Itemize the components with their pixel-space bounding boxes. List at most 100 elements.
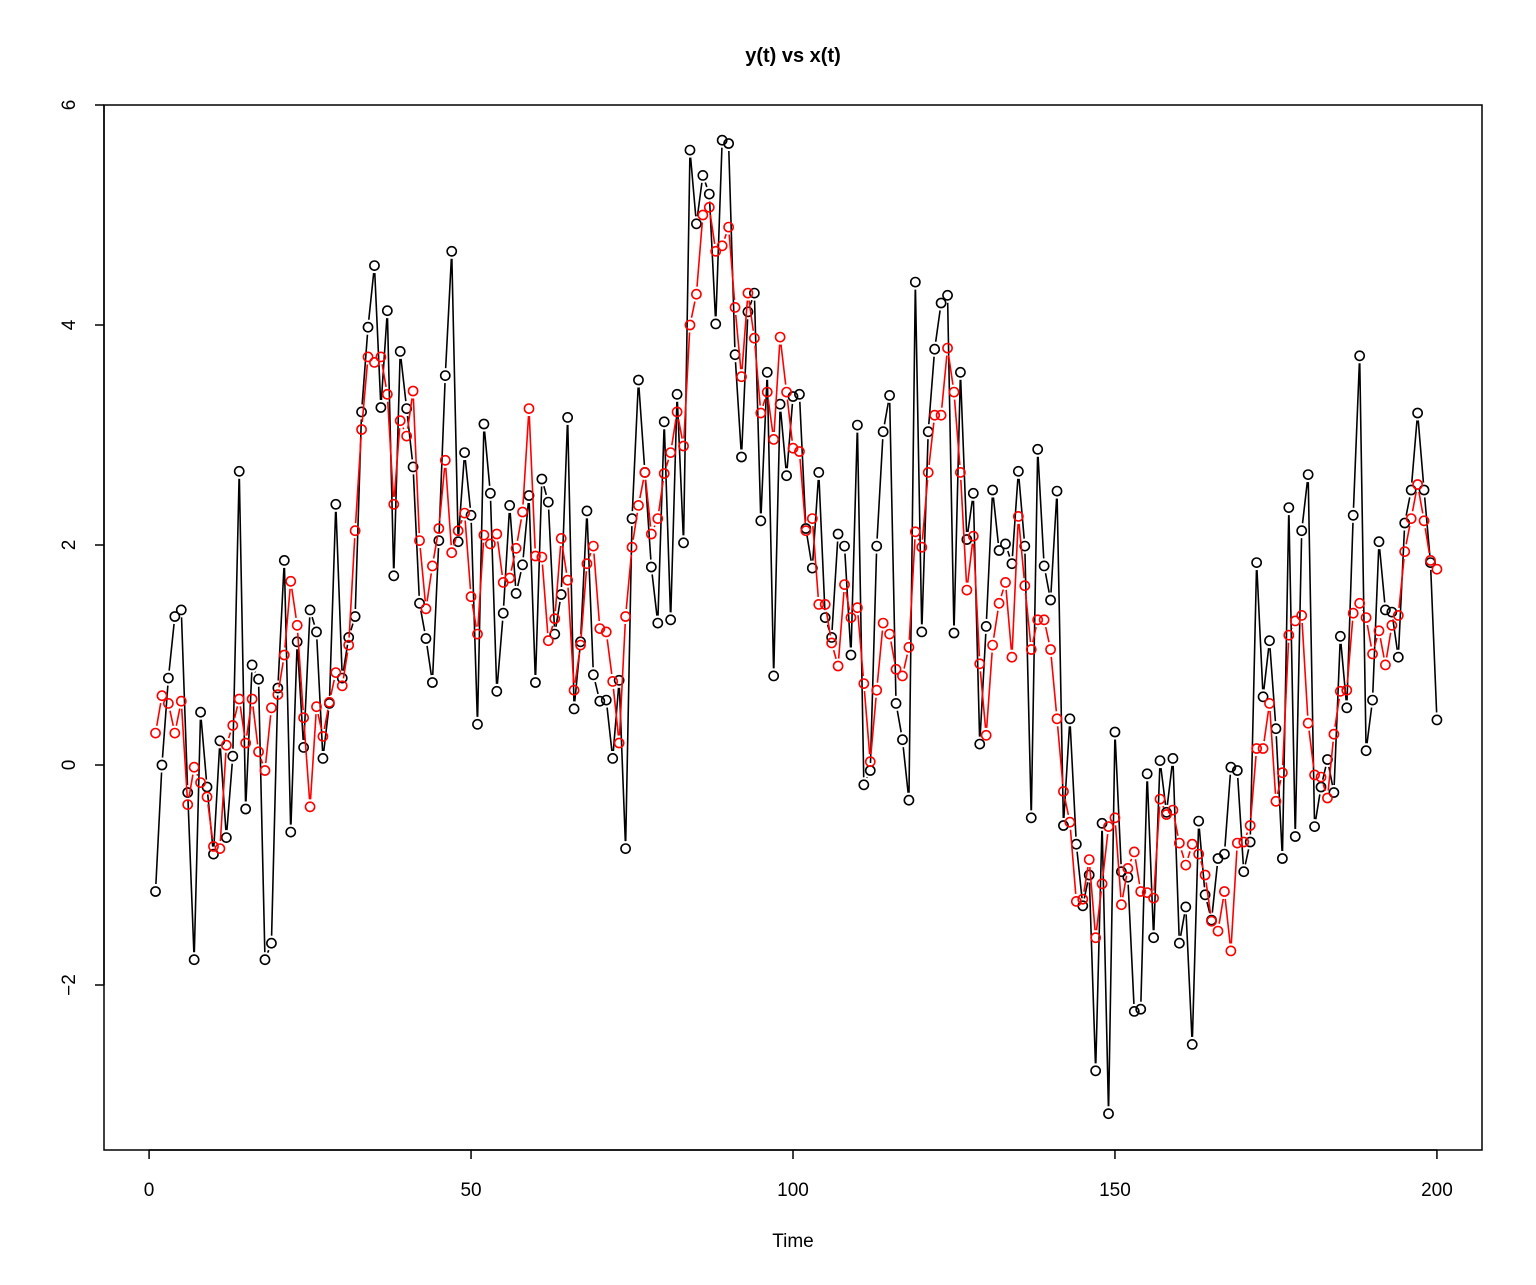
data-point (497, 577, 509, 588)
data-point (1083, 854, 1095, 865)
data-point (233, 465, 245, 477)
data-point (530, 550, 541, 562)
x-tick-label: 150 (1099, 1180, 1131, 1201)
data-point (942, 342, 953, 354)
data-point (935, 297, 947, 309)
data-point (826, 632, 838, 643)
data-point (504, 572, 516, 584)
y-tick-label: 6 (59, 100, 80, 111)
data-point (645, 528, 657, 540)
data-point (349, 611, 361, 622)
data-point (175, 695, 187, 707)
data-point (1051, 485, 1063, 497)
data-point (1012, 511, 1024, 522)
data-point (1199, 869, 1211, 881)
data-point (362, 321, 374, 333)
data-point (806, 513, 818, 524)
data-point (401, 430, 413, 442)
data-point (317, 731, 329, 742)
data-point (1405, 513, 1417, 524)
data-point (1032, 443, 1044, 455)
data-point (240, 737, 252, 749)
data-point (1244, 836, 1256, 848)
data-point (1354, 597, 1366, 609)
data-point (1122, 871, 1134, 883)
data-point (1148, 892, 1159, 904)
data-point (1392, 610, 1404, 621)
data-point (671, 388, 683, 400)
data-point (736, 371, 747, 383)
data-point (819, 599, 831, 610)
data-point (1380, 659, 1391, 671)
data-point (761, 386, 773, 398)
data-point (266, 702, 277, 714)
data-point (1012, 465, 1024, 477)
data-point (201, 781, 213, 793)
data-point (594, 623, 606, 634)
data-point (220, 832, 232, 843)
data-point (536, 551, 548, 563)
data-point (1238, 866, 1250, 878)
data-point (169, 727, 181, 739)
data-point (188, 954, 200, 966)
data-point (1154, 755, 1166, 766)
data-point (768, 670, 780, 682)
data-point (1038, 560, 1050, 572)
data-point (1296, 610, 1308, 621)
data-point (626, 541, 638, 553)
data-point (1038, 614, 1050, 626)
data-point (188, 761, 200, 773)
data-point (794, 446, 805, 457)
chart-title: y(t) vs x(t) (745, 45, 841, 67)
data-point (1302, 717, 1314, 729)
data-point (375, 351, 387, 363)
data-point (1315, 771, 1327, 783)
data-point (336, 672, 348, 684)
data-point (665, 447, 677, 458)
data-point (922, 426, 934, 438)
data-point (864, 756, 876, 768)
data-point (491, 528, 503, 540)
data-point (703, 201, 715, 213)
data-point (658, 416, 670, 428)
data-point (613, 737, 625, 749)
data-point (497, 607, 509, 619)
data-point (768, 433, 780, 445)
data-point (253, 673, 264, 685)
data-point (980, 729, 992, 741)
data-point (1276, 767, 1288, 779)
data-point (723, 221, 735, 233)
data-point (1025, 644, 1037, 655)
data-point (890, 663, 902, 675)
data-point (285, 826, 297, 838)
data-point (839, 540, 850, 552)
data-point (1141, 887, 1153, 898)
data-point (214, 735, 226, 747)
data-point (748, 287, 760, 299)
data-point (1354, 350, 1366, 362)
data-point (1276, 853, 1288, 864)
data-point (955, 366, 966, 378)
data-point (510, 588, 522, 599)
data-point (298, 712, 310, 724)
data-point (716, 134, 728, 146)
data-point (1025, 812, 1037, 824)
data-point (1367, 648, 1378, 660)
data-point (1238, 836, 1250, 848)
data-point (272, 682, 284, 694)
data-point (1090, 932, 1102, 944)
data-point (600, 626, 612, 638)
data-point (1231, 837, 1243, 849)
data-point (446, 547, 458, 559)
data-point (897, 670, 908, 682)
data-point (774, 398, 786, 410)
data-point (1251, 557, 1263, 568)
data-point (684, 319, 696, 331)
data-point (1225, 945, 1237, 957)
data-point (156, 690, 168, 702)
data-point (658, 468, 670, 479)
data-point (542, 635, 554, 647)
data-point (1199, 889, 1211, 901)
data-point (613, 674, 625, 686)
data-point (478, 529, 490, 541)
